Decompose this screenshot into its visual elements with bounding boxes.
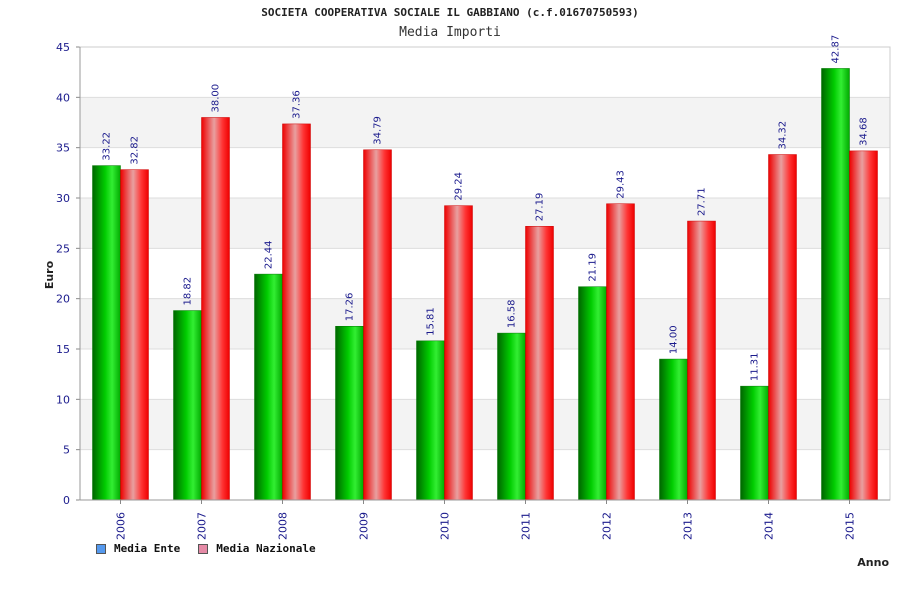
y-tick-label: 10 bbox=[56, 393, 70, 406]
data-label: 29.24 bbox=[454, 172, 465, 201]
y-tick-label: 30 bbox=[56, 192, 70, 205]
x-tick-label: 2007 bbox=[196, 512, 209, 540]
y-tick-label: 20 bbox=[56, 293, 70, 306]
x-tick-label: 2006 bbox=[115, 512, 128, 540]
data-label: 18.82 bbox=[183, 277, 194, 306]
bar-media-ente bbox=[416, 340, 445, 501]
x-tick-label: 2015 bbox=[844, 512, 857, 540]
bar-media-ente bbox=[740, 385, 769, 501]
data-label: 27.71 bbox=[697, 187, 708, 216]
data-label: 11.31 bbox=[750, 353, 761, 382]
x-tick-label: 2014 bbox=[763, 512, 776, 540]
legend-item-media-nazionale: Media Nazionale bbox=[198, 542, 316, 555]
bar-media-nazionale bbox=[849, 150, 878, 501]
data-label: 34.68 bbox=[859, 117, 870, 146]
legend: Media Ente Media Nazionale bbox=[96, 542, 316, 555]
x-tick-label: 2011 bbox=[520, 512, 533, 540]
x-tick-label: 2012 bbox=[601, 512, 614, 540]
chart-title: SOCIETA COOPERATIVA SOCIALE IL GABBIANO … bbox=[261, 6, 639, 19]
bar-media-ente bbox=[578, 286, 607, 501]
bar-media-nazionale bbox=[525, 226, 554, 501]
y-tick-label: 40 bbox=[56, 91, 70, 104]
bar-media-nazionale bbox=[282, 123, 311, 501]
bar-media-nazionale bbox=[120, 169, 149, 501]
legend-label: Media Nazionale bbox=[216, 542, 316, 555]
data-label: 21.19 bbox=[588, 253, 599, 282]
value-labels: 33.22 32.82 18.82 38.00 22.44 37.36 17.26 34.79… bbox=[102, 35, 870, 381]
bar-media-ente bbox=[173, 310, 202, 501]
data-label: 34.32 bbox=[778, 121, 789, 150]
data-label: 33.22 bbox=[102, 132, 113, 161]
bars bbox=[92, 68, 878, 501]
data-label: 42.87 bbox=[831, 35, 842, 64]
x-tick-label: 2009 bbox=[358, 512, 371, 540]
data-label: 15.81 bbox=[426, 307, 437, 336]
data-label: 38.00 bbox=[211, 84, 222, 113]
data-label: 22.44 bbox=[264, 240, 275, 269]
x-tick-label: 2013 bbox=[682, 512, 695, 540]
data-label: 32.82 bbox=[130, 136, 141, 165]
chart-subtitle: Media Importi bbox=[399, 25, 501, 40]
data-label: 17.26 bbox=[345, 293, 356, 322]
x-axis-label: Anno bbox=[857, 556, 889, 569]
grid-band bbox=[80, 47, 890, 98]
legend-swatch bbox=[198, 543, 209, 554]
legend-swatch bbox=[96, 543, 106, 554]
data-label: 14.00 bbox=[669, 325, 680, 354]
bar-media-ente bbox=[335, 325, 364, 501]
bar-media-ente bbox=[821, 68, 850, 501]
y-tick-label: 35 bbox=[56, 142, 70, 155]
y-axis-label: Euro bbox=[43, 260, 56, 289]
y-tick-label: 0 bbox=[63, 494, 70, 507]
data-label: 29.43 bbox=[616, 170, 627, 199]
y-tick-label: 5 bbox=[63, 444, 70, 457]
bar-media-nazionale bbox=[444, 205, 473, 501]
bar-media-ente bbox=[659, 358, 688, 501]
legend-label: Media Ente bbox=[114, 542, 181, 555]
legend-item-media-ente: Media Ente bbox=[96, 542, 180, 555]
bar-media-nazionale bbox=[687, 220, 716, 501]
bar-media-ente bbox=[92, 165, 121, 501]
data-label: 27.19 bbox=[535, 193, 546, 222]
bar-media-nazionale bbox=[768, 154, 797, 501]
y-tick-label: 15 bbox=[56, 343, 70, 356]
y-tick-label: 45 bbox=[56, 41, 70, 54]
bar-media-ente bbox=[254, 273, 283, 501]
bar-media-nazionale bbox=[201, 117, 230, 501]
data-label: 34.79 bbox=[373, 116, 384, 145]
data-label: 37.36 bbox=[292, 90, 303, 119]
bar-media-nazionale bbox=[363, 149, 392, 501]
x-tick-label: 2010 bbox=[439, 512, 452, 540]
bar-media-ente bbox=[497, 332, 526, 501]
y-tick-label: 25 bbox=[56, 242, 70, 255]
bar-media-nazionale bbox=[606, 203, 635, 501]
x-tick-label: 2008 bbox=[277, 512, 290, 540]
data-label: 16.58 bbox=[507, 299, 518, 328]
axes: 0 5 10 15 20 25 30 35 40 45 2006 2007 2008 2009 2010 20… bbox=[43, 41, 891, 569]
